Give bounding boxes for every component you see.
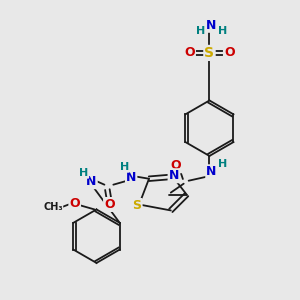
Text: N: N xyxy=(206,165,217,178)
Text: H: H xyxy=(218,159,227,169)
Text: N: N xyxy=(86,175,97,188)
Text: N: N xyxy=(206,19,217,32)
Text: O: O xyxy=(224,46,235,59)
Text: S: S xyxy=(133,199,142,212)
Text: O: O xyxy=(184,46,195,59)
Text: O: O xyxy=(170,159,181,172)
Text: N: N xyxy=(169,169,179,182)
Text: H: H xyxy=(196,26,205,36)
Text: H: H xyxy=(120,162,129,172)
Text: CH₃: CH₃ xyxy=(43,202,63,212)
Text: H: H xyxy=(79,168,88,178)
Text: O: O xyxy=(69,197,80,210)
Text: O: O xyxy=(104,198,115,211)
Text: N: N xyxy=(126,171,136,184)
Text: S: S xyxy=(204,46,214,60)
Text: H: H xyxy=(218,26,227,36)
